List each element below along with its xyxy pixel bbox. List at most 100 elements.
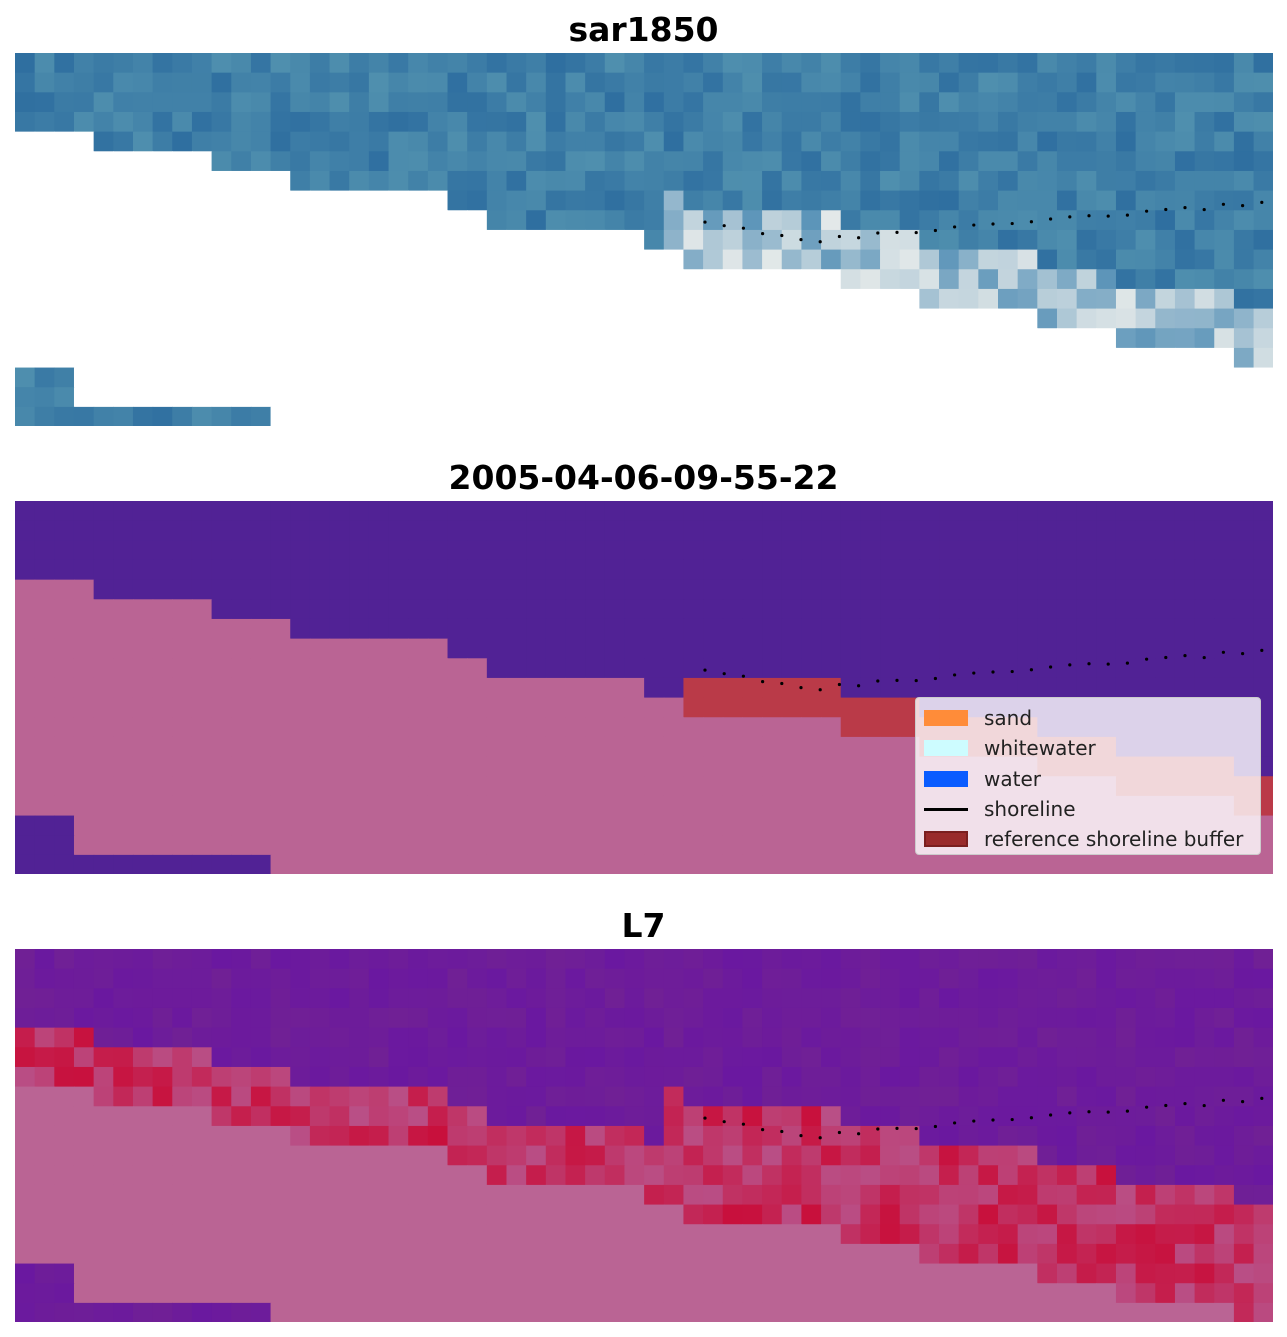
shoreline-point <box>1145 657 1149 661</box>
shoreline-point <box>780 1129 784 1134</box>
shoreline-point <box>1202 655 1206 660</box>
shoreline-point <box>722 672 726 676</box>
shoreline-point <box>1029 668 1033 672</box>
buffer-swatch <box>924 831 968 848</box>
shoreline-point <box>1260 648 1264 652</box>
shoreline-point <box>703 668 707 672</box>
shoreline-point <box>818 1136 822 1140</box>
shoreline-point <box>799 1134 803 1138</box>
shoreline-point <box>1068 215 1072 219</box>
shoreline-point <box>914 1126 918 1131</box>
shoreline-point <box>1125 213 1129 217</box>
shoreline-point <box>761 232 765 236</box>
sand-swatch <box>924 710 968 727</box>
legend-label: water <box>984 766 1041 791</box>
legend-item-whitewater: whitewater <box>924 733 1252 763</box>
shoreline-line-swatch <box>924 807 968 811</box>
shoreline-point <box>1125 1109 1129 1113</box>
shoreline-point <box>1087 1110 1091 1114</box>
legend-item-buffer: reference shoreline buffer <box>924 824 1252 854</box>
shoreline-point <box>914 230 918 235</box>
shoreline-point <box>933 676 938 681</box>
shoreline-point <box>1183 1101 1187 1106</box>
shoreline-point <box>722 1120 726 1124</box>
raster-sar <box>15 53 1273 426</box>
raster-class <box>15 501 1273 874</box>
shoreline-point <box>933 228 938 233</box>
shoreline-point <box>1010 669 1014 674</box>
shoreline-point <box>1221 202 1225 206</box>
panel-title-2: 2005-04-06-09-55-22 <box>448 458 839 497</box>
shoreline-point <box>741 226 746 230</box>
shoreline-point <box>991 670 995 674</box>
shoreline-point <box>953 225 957 229</box>
shoreline-point <box>741 1122 746 1126</box>
shoreline-point <box>818 240 822 244</box>
shoreline-point <box>1202 1103 1206 1108</box>
classification-panel <box>15 501 1273 874</box>
shoreline-point <box>972 1119 976 1123</box>
shoreline-point <box>914 678 918 683</box>
shoreline-point <box>1183 653 1187 658</box>
shoreline-point <box>1106 1110 1110 1114</box>
shoreline-point <box>1241 204 1245 208</box>
shoreline-point <box>1164 207 1168 212</box>
shoreline-point <box>722 224 726 228</box>
shoreline-point <box>1068 1111 1072 1115</box>
shoreline-point <box>933 1124 938 1129</box>
shoreline-point <box>1164 1103 1168 1108</box>
shoreline-point <box>991 1118 995 1122</box>
shoreline-point <box>1145 1105 1149 1109</box>
legend-item-sand: sand <box>924 703 1252 733</box>
shoreline-point <box>876 679 880 683</box>
shoreline-point <box>1068 663 1072 667</box>
panel-title-1: sar1850 <box>568 10 719 49</box>
shoreline-point <box>895 678 899 682</box>
shoreline-point <box>857 684 861 688</box>
shoreline-point <box>991 222 995 226</box>
legend-item-water: water <box>924 764 1252 794</box>
shoreline-point <box>761 680 765 684</box>
shoreline-point <box>953 1121 957 1125</box>
raster-index <box>15 949 1273 1322</box>
shoreline-point <box>1049 665 1053 669</box>
shoreline-point <box>895 230 899 234</box>
shoreline-point <box>761 1128 765 1132</box>
legend-item-shoreline: shoreline <box>924 794 1252 824</box>
shoreline-point <box>1164 655 1168 660</box>
shoreline-point <box>1029 220 1033 224</box>
shoreline-point <box>837 234 842 239</box>
shoreline-point <box>1145 209 1149 213</box>
shoreline-point <box>1260 1096 1264 1100</box>
shoreline-point <box>1241 652 1245 656</box>
legend-label: shoreline <box>984 797 1076 822</box>
whitewater-swatch <box>924 740 968 757</box>
shoreline-point <box>703 1116 707 1120</box>
shoreline-point <box>1049 217 1053 221</box>
shoreline-point <box>857 236 861 240</box>
legend-label: sand <box>984 706 1033 731</box>
shoreline-point <box>1125 661 1129 665</box>
shoreline-point <box>1241 1100 1245 1104</box>
shoreline-point <box>1010 221 1014 226</box>
shoreline-point <box>780 681 784 686</box>
legend-label: whitewater <box>984 736 1096 761</box>
shoreline-point <box>1202 207 1206 212</box>
shoreline-point <box>1087 214 1091 218</box>
shoreline-point <box>1087 662 1091 666</box>
shoreline-point <box>1010 1117 1014 1122</box>
panel-title-3: L7 <box>621 906 666 945</box>
shoreline-point <box>876 231 880 235</box>
shoreline-point <box>1029 1116 1033 1120</box>
shoreline-point <box>1106 662 1110 666</box>
shoreline-point <box>837 1130 842 1135</box>
shoreline-point <box>818 688 822 692</box>
shoreline-point <box>1260 200 1264 204</box>
shoreline-point <box>972 223 976 227</box>
legend: sand whitewater water shoreline referenc… <box>915 697 1261 855</box>
shoreline-point <box>895 1126 899 1130</box>
shoreline-point <box>876 1127 880 1131</box>
shoreline-point <box>1183 205 1187 210</box>
shoreline-point <box>780 233 784 238</box>
shoreline-point <box>1221 1098 1225 1102</box>
